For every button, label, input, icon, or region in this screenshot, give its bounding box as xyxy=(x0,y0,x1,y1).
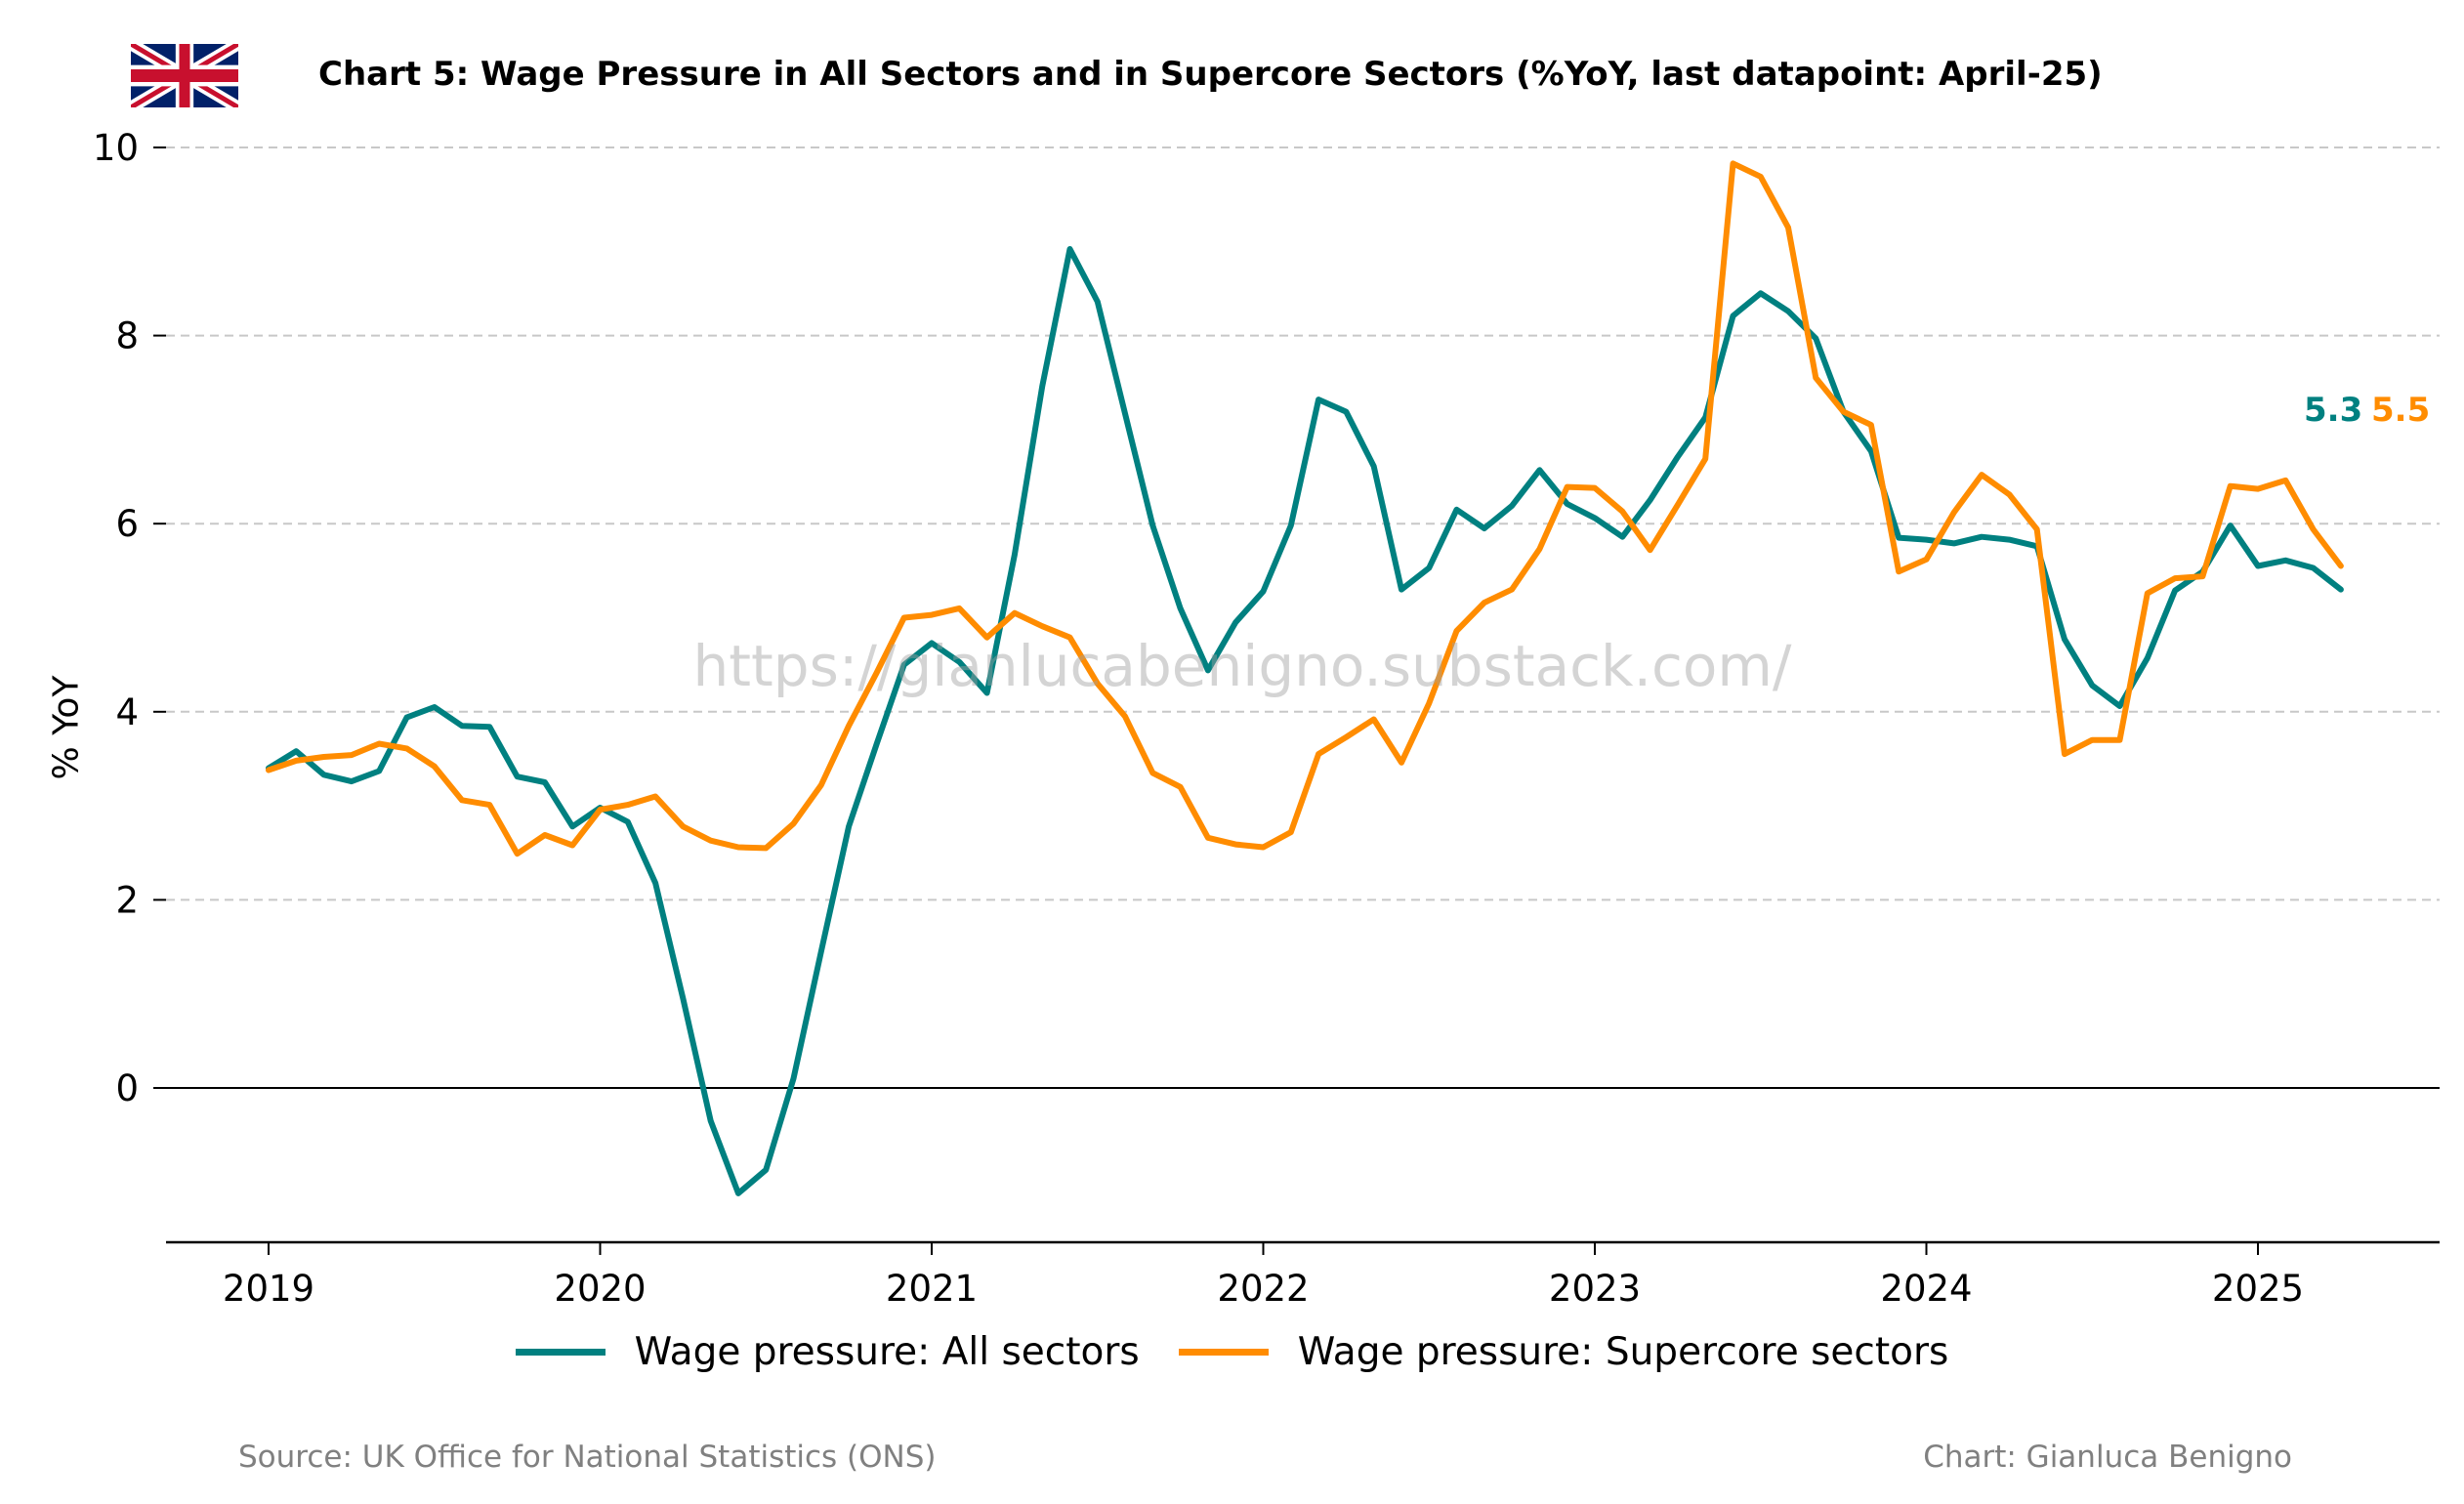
chart-title: Chart 5: Wage Pressure in All Sectors an… xyxy=(318,55,2103,94)
x-tick-label: 2019 xyxy=(223,1268,314,1310)
legend-item-all-sectors: Wage pressure: All sectors xyxy=(515,1330,1140,1374)
end-label-supercore: 5.5 xyxy=(2371,391,2431,430)
legend-label-supercore: Wage pressure: Supercore sectors xyxy=(1297,1330,1949,1374)
y-tick-label: 10 xyxy=(93,127,139,169)
y-tick-label: 6 xyxy=(115,503,139,545)
x-tick-label: 2021 xyxy=(886,1268,978,1310)
uk-flag-icon xyxy=(131,44,238,107)
y-tick-label: 2 xyxy=(115,879,139,921)
end-label-all-sectors: 5.3 xyxy=(2304,391,2363,430)
legend-label-all-sectors: Wage pressure: All sectors xyxy=(634,1330,1140,1374)
source-note: Source: UK Office for National Statistic… xyxy=(238,1440,937,1475)
chart-credit: Chart: Gianluca Benigno xyxy=(1923,1440,2292,1475)
y-tick-label: 8 xyxy=(115,315,139,357)
x-tick-label: 2022 xyxy=(1217,1268,1309,1310)
watermark-url: https://gianlucabenigno.substack.com/ xyxy=(692,633,1792,699)
y-tick-label: 0 xyxy=(115,1067,139,1109)
legend-swatch-supercore xyxy=(1178,1349,1269,1356)
legend: Wage pressure: All sectors Wage pressure… xyxy=(0,1330,2464,1374)
series-lines xyxy=(266,160,2344,1196)
y-tick-label: 4 xyxy=(115,691,139,733)
gridlines xyxy=(166,146,2440,901)
legend-swatch-all-sectors xyxy=(515,1349,606,1356)
series-line-supercore xyxy=(266,160,2344,857)
y-axis-ticks: 0 2 4 6 8 10 xyxy=(93,127,166,1109)
y-axis-label: % YoY xyxy=(46,675,87,780)
legend-item-supercore: Wage pressure: Supercore sectors xyxy=(1178,1330,1949,1374)
x-tick-label: 2025 xyxy=(2212,1268,2304,1310)
x-tick-label: 2024 xyxy=(1880,1268,1972,1310)
x-axis-ticks: 2019 2020 2021 2022 2023 2024 2025 xyxy=(223,1242,2304,1310)
series-line-all-sectors xyxy=(266,246,2344,1196)
x-tick-label: 2023 xyxy=(1549,1268,1641,1310)
x-tick-label: 2020 xyxy=(554,1268,646,1310)
